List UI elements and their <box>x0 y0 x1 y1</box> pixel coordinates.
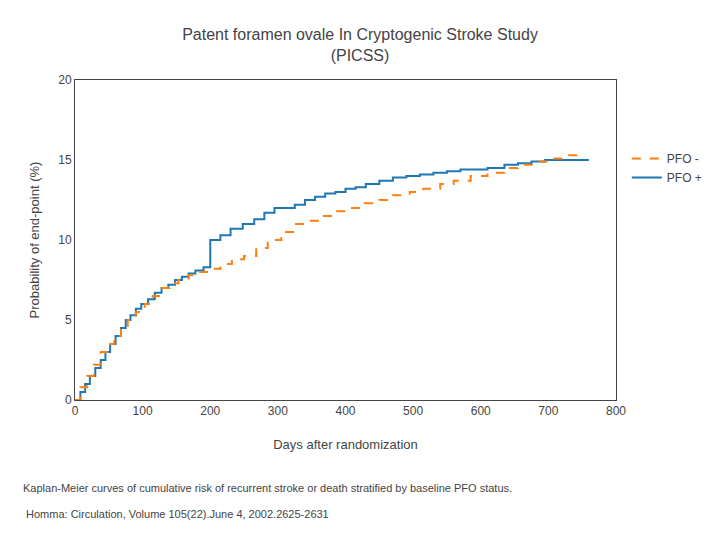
svg-text:Homma: Circulation, Volume 105: Homma: Circulation, Volume 105(22).June … <box>23 508 329 520</box>
svg-text:600: 600 <box>471 404 491 418</box>
svg-text:20: 20 <box>58 73 72 87</box>
svg-text:PFO -: PFO - <box>667 152 699 166</box>
svg-text:Days after randomization: Days after randomization <box>273 437 418 452</box>
svg-text:Probability of end-point (%): Probability of end-point (%) <box>27 162 42 319</box>
svg-text:500: 500 <box>403 404 423 418</box>
svg-text:0: 0 <box>65 393 72 407</box>
svg-text:0: 0 <box>72 404 79 418</box>
svg-text:10: 10 <box>58 233 72 247</box>
svg-text:PFO +: PFO + <box>667 171 702 185</box>
svg-text:200: 200 <box>200 404 220 418</box>
svg-text:100: 100 <box>133 404 153 418</box>
svg-text:800: 800 <box>606 404 626 418</box>
svg-text:15: 15 <box>58 153 72 167</box>
svg-text:300: 300 <box>268 404 288 418</box>
svg-text:Patent foramen ovale In Crypto: Patent foramen ovale In Cryptogenic Stro… <box>182 26 538 64</box>
svg-text:Kaplan-Meier curves of cumulat: Kaplan-Meier curves of cumulative risk o… <box>23 482 512 494</box>
svg-text:700: 700 <box>538 404 558 418</box>
svg-text:400: 400 <box>335 404 355 418</box>
svg-text:5: 5 <box>65 313 72 327</box>
